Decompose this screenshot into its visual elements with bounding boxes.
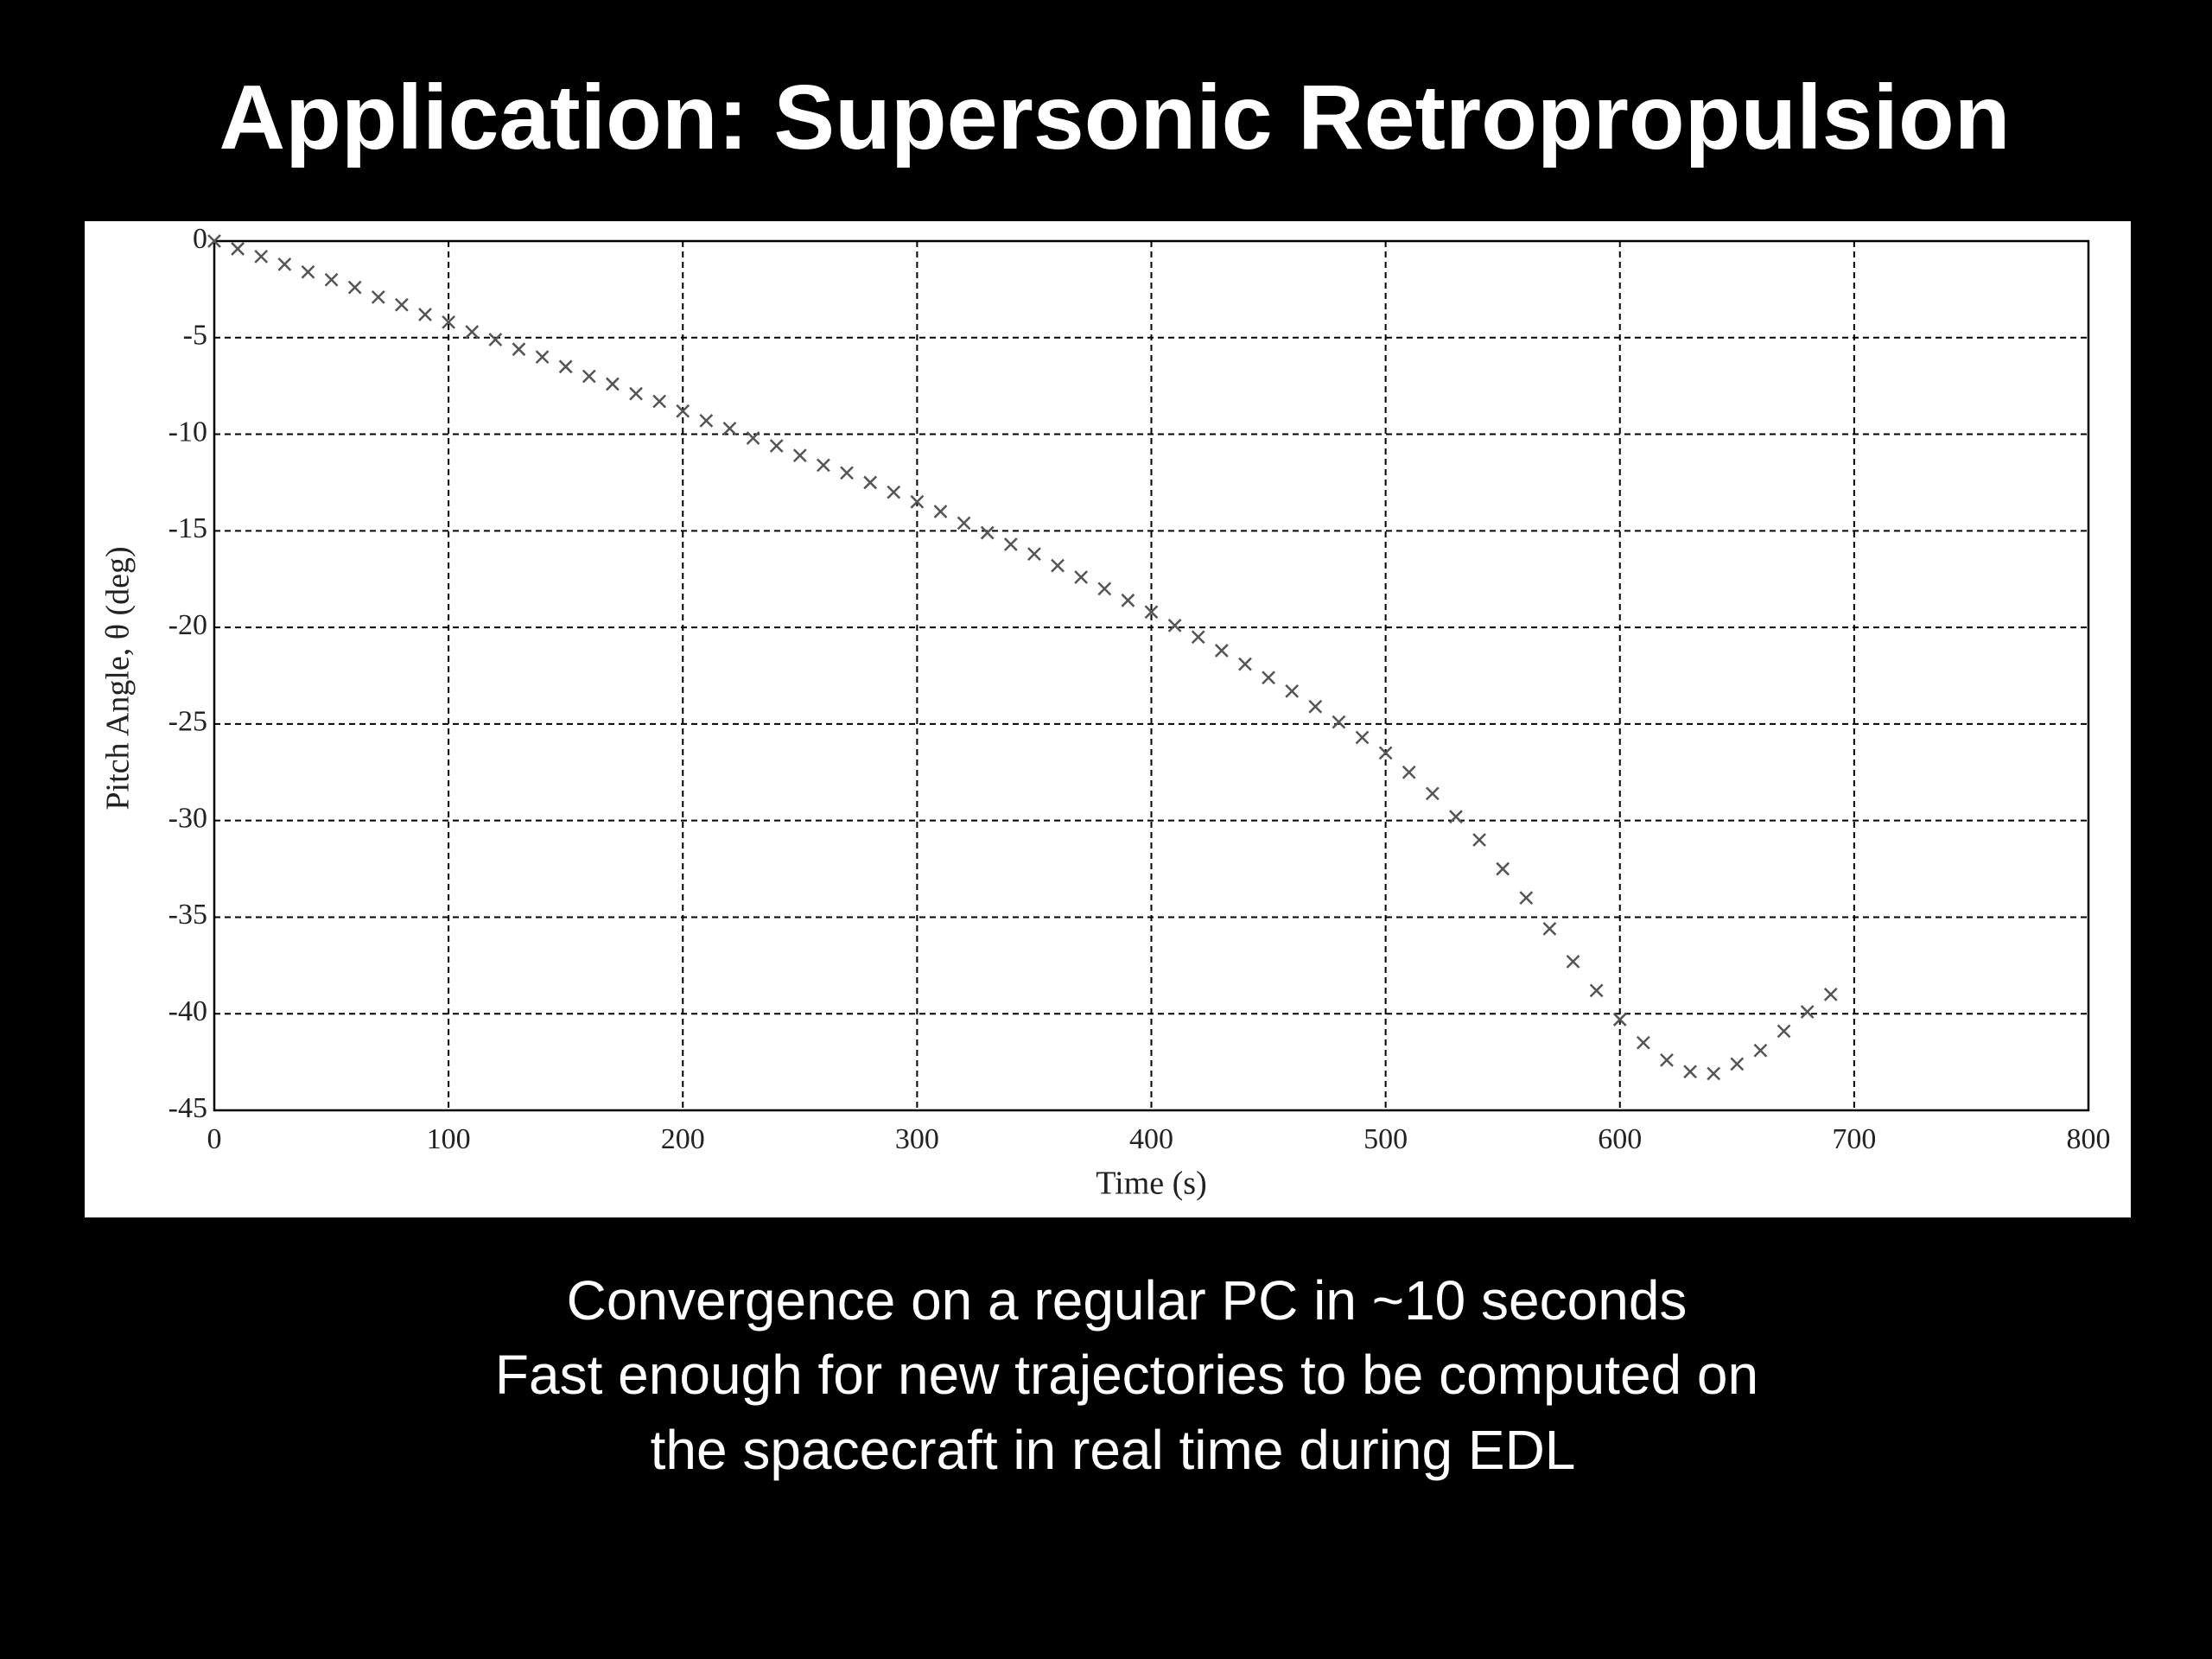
marker [1167, 618, 1182, 632]
marker [1191, 630, 1205, 645]
marker [1121, 593, 1135, 607]
marker [910, 494, 925, 509]
marker [371, 289, 385, 304]
x-tick-label: 600 [1598, 1123, 1642, 1155]
marker [1589, 983, 1604, 998]
y-tick-label: -35 [168, 899, 207, 931]
x-tick-label: 0 [207, 1123, 222, 1155]
marker [769, 439, 784, 453]
marker [558, 359, 573, 374]
marker [442, 315, 456, 329]
y-tick-label: -30 [168, 802, 207, 834]
y-tick-label: -40 [168, 995, 207, 1027]
marker [324, 272, 339, 287]
marker [980, 525, 995, 540]
marker [1214, 644, 1229, 658]
marker [1683, 1065, 1697, 1079]
marker [1051, 558, 1065, 573]
marker [1800, 1005, 1815, 1019]
marker [1612, 1013, 1627, 1027]
marker [1003, 537, 1018, 551]
marker [347, 280, 362, 295]
marker [676, 404, 690, 418]
x-tick-label: 200 [661, 1123, 705, 1155]
marker [652, 394, 667, 409]
marker [1402, 765, 1416, 779]
marker [301, 264, 315, 279]
marker [465, 325, 480, 339]
marker [231, 242, 245, 256]
marker [817, 458, 830, 473]
marker [512, 342, 526, 357]
marker [629, 386, 643, 401]
marker [535, 350, 550, 365]
x-tick-label: 800 [2067, 1123, 2111, 1155]
marker [1285, 684, 1300, 698]
caption-line: the spacecraft in real time during EDL [651, 1419, 1576, 1481]
y-tick-label: -5 [183, 320, 207, 352]
marker [1378, 746, 1393, 760]
marker [277, 257, 292, 271]
y-tick-label: -25 [168, 706, 207, 738]
y-tick-label: -45 [168, 1092, 207, 1124]
slide-title: Application: Supersonic Retropropulsion [219, 67, 2011, 168]
marker [1519, 891, 1534, 905]
marker [1777, 1024, 1791, 1039]
marker [254, 250, 269, 264]
plot-frame [213, 239, 2090, 1112]
marker [1238, 657, 1252, 671]
marker [957, 516, 971, 531]
marker [887, 485, 901, 499]
y-tick-label: -10 [168, 416, 207, 448]
marker [1542, 921, 1557, 936]
marker [1730, 1057, 1745, 1071]
marker [699, 414, 714, 428]
marker [746, 431, 760, 445]
marker [418, 308, 432, 321]
marker [1074, 570, 1089, 584]
y-axis-label: Pitch Angle, θ (deg) [100, 546, 137, 810]
marker [1823, 987, 1838, 1001]
marker [1449, 810, 1463, 824]
marker [1707, 1066, 1721, 1081]
x-tick-label: 100 [427, 1123, 471, 1155]
marker [792, 448, 807, 463]
marker [1425, 786, 1440, 801]
x-tick-label: 500 [1363, 1123, 1408, 1155]
marker [840, 466, 854, 480]
y-tick-label: -20 [168, 609, 207, 641]
chart-panel [85, 221, 2131, 1217]
marker [395, 297, 409, 312]
marker [933, 505, 948, 518]
marker [1636, 1035, 1650, 1050]
caption-line: Convergence on a regular PC in ~10 secon… [567, 1269, 1688, 1332]
y-tick-label: 0 [193, 223, 207, 255]
marker [488, 333, 503, 346]
marker [1753, 1043, 1768, 1058]
marker [1144, 605, 1159, 620]
marker [1472, 833, 1486, 847]
marker [1496, 861, 1510, 876]
marker [207, 234, 221, 248]
marker [1660, 1052, 1674, 1067]
marker [863, 475, 878, 490]
marker [1097, 582, 1112, 596]
caption-line: Fast enough for new trajectories to be c… [495, 1344, 1758, 1406]
x-tick-label: 300 [895, 1123, 939, 1155]
marker [1355, 730, 1370, 745]
marker [582, 369, 596, 384]
x-tick-label: 700 [1832, 1123, 1876, 1155]
marker [1566, 954, 1580, 969]
marker [1027, 547, 1041, 562]
marker [722, 421, 737, 435]
x-tick-label: 400 [1129, 1123, 1173, 1155]
x-axis-label: Time (s) [1096, 1166, 1206, 1202]
marker [1308, 699, 1323, 714]
marker [1262, 671, 1275, 685]
marker [606, 377, 620, 391]
marker [1332, 715, 1346, 729]
y-tick-label: -15 [168, 512, 207, 544]
